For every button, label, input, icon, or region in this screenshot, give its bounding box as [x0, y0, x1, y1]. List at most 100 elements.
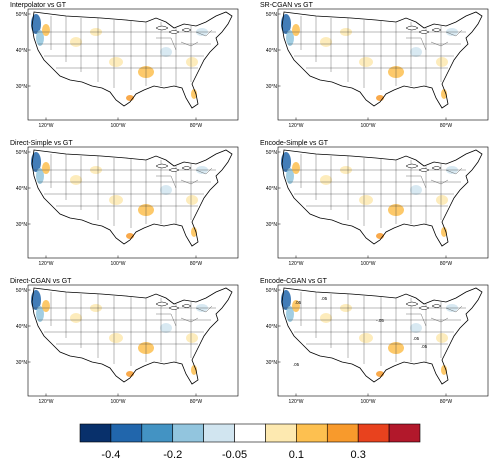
lat-label: 30°N: [16, 84, 28, 90]
state-border: [156, 175, 177, 189]
map-frame: [27, 284, 239, 397]
lon-label: 80°W: [190, 399, 203, 405]
state-border: [430, 179, 449, 185]
map: 50°N 40°N 30°N 120°W 100°W 80°W: [16, 146, 239, 267]
anomaly-patch: [31, 290, 41, 310]
country-outline: [31, 149, 233, 247]
colorbar-swatch: [172, 423, 204, 443]
colorbar-swatch: [203, 423, 235, 443]
panel-title: Direct-Simple vs GT: [10, 140, 73, 147]
lat-label: 50°N: [266, 12, 278, 18]
country-outline: [281, 287, 483, 385]
anomaly-patch: [281, 152, 291, 172]
anomaly-patch: [281, 290, 291, 310]
lon-label: 120°W: [288, 399, 303, 405]
anomaly-patch: [441, 89, 447, 99]
anomaly-patch: [70, 175, 82, 185]
anomaly-patch: [186, 333, 198, 343]
lat-label: 40°N: [16, 324, 28, 330]
state-border: [430, 41, 449, 47]
map-frame: [27, 146, 239, 259]
map: 50°N 40°N 30°N 120°W 100°W 80°W: [266, 8, 489, 129]
anomaly-patch: [109, 333, 123, 343]
lake-outline: [168, 30, 180, 34]
state-border: [445, 29, 463, 37]
anomaly-patch: [42, 162, 50, 174]
state-border: [406, 175, 427, 189]
anomaly-patch: [436, 57, 448, 67]
anomaly-patch: [410, 47, 422, 57]
lat-label: 30°N: [266, 360, 278, 366]
lat-label: 40°N: [16, 48, 28, 54]
lat-label: 50°N: [16, 12, 28, 18]
contour-label: .05: [295, 300, 302, 305]
state-border: [195, 167, 213, 175]
state-border: [180, 179, 199, 185]
lake-outline: [431, 28, 442, 32]
colorbar-swatch: [357, 423, 390, 443]
anomaly-patch: [186, 57, 198, 67]
colorbar-swatch: [110, 423, 143, 443]
lake-outline: [431, 304, 442, 308]
state-border: [445, 167, 463, 175]
lat-label: 30°N: [16, 222, 28, 228]
colorbar-swatch: [265, 423, 297, 443]
lon-label: 120°W: [288, 123, 303, 129]
anomaly-patch: [441, 365, 447, 375]
anomaly-patch: [286, 30, 294, 46]
lon-label: 80°W: [440, 261, 453, 267]
anomaly-patch: [359, 333, 373, 343]
anomaly-patch: [70, 313, 82, 323]
contour-label: .05: [321, 296, 328, 301]
anomaly-patch: [292, 24, 300, 36]
colorbar-tick-label: -0.05: [222, 449, 247, 461]
anomaly-patch: [42, 300, 50, 312]
map-panel-interpolator: Interpolator vs GT 50°N 40°N 30°N 120°W 100°…: [6, 2, 246, 132]
state-border: [180, 41, 199, 47]
contour-label: .05: [421, 344, 428, 349]
map-panel-sr-cgan: SR-CGAN vs GT 50°N 40°N 30°N 120°W 100°W 80°W: [256, 2, 496, 132]
map-frame: [277, 8, 489, 121]
lon-label: 100°W: [360, 123, 375, 129]
panel-title: Encode-CGAN vs GT: [260, 278, 327, 285]
state-border: [406, 37, 427, 51]
anomaly-patch: [109, 195, 123, 205]
anomaly-patch: [42, 24, 50, 36]
anomaly-patch: [410, 323, 422, 333]
map-frame: [277, 146, 489, 259]
lake-outline: [155, 25, 169, 31]
lake-outline: [181, 304, 192, 308]
lat-label: 40°N: [266, 48, 278, 54]
anomaly-patch: [70, 37, 82, 47]
anomaly-patch: [320, 175, 332, 185]
lat-label: 50°N: [16, 150, 28, 156]
colorbar-tick-label: 0.1: [289, 449, 304, 461]
colorbar-swatch: [388, 423, 421, 443]
lat-label: 40°N: [16, 186, 28, 192]
anomaly-patch: [359, 57, 373, 67]
country-outline: [31, 11, 233, 109]
lat-label: 40°N: [266, 324, 278, 330]
lon-label: 120°W: [38, 123, 53, 129]
colorbar-swatch: [141, 423, 174, 443]
map-panel-direct-cgan: Direct-CGAN vs GT 50°N 40°N 30°N 120°W 100°W…: [6, 278, 246, 408]
map-panel-encode-simple: Encode-Simple vs GT 50°N 40°N 30°N 120°W 100…: [256, 140, 496, 270]
map-frame: [27, 8, 239, 121]
colorbar-swatch: [326, 423, 359, 443]
lon-label: 100°W: [360, 399, 375, 405]
map: 50°N 40°N 30°N 120°W 100°W 80°W: [16, 284, 239, 405]
anomaly-patch: [410, 185, 422, 195]
anomaly-patch: [160, 47, 172, 57]
state-border: [195, 29, 213, 37]
panel-title: SR-CGAN vs GT: [260, 2, 313, 9]
country-outline: [281, 11, 483, 109]
lon-label: 120°W: [38, 399, 53, 405]
lon-label: 80°W: [190, 123, 203, 129]
lon-label: 100°W: [110, 123, 125, 129]
anomaly-patch: [359, 195, 373, 205]
lon-label: 80°W: [440, 399, 453, 405]
panel-title: Encode-Simple vs GT: [260, 140, 329, 147]
anomaly-patch: [191, 89, 197, 99]
lat-label: 50°N: [266, 288, 278, 294]
lat-label: 40°N: [266, 186, 278, 192]
